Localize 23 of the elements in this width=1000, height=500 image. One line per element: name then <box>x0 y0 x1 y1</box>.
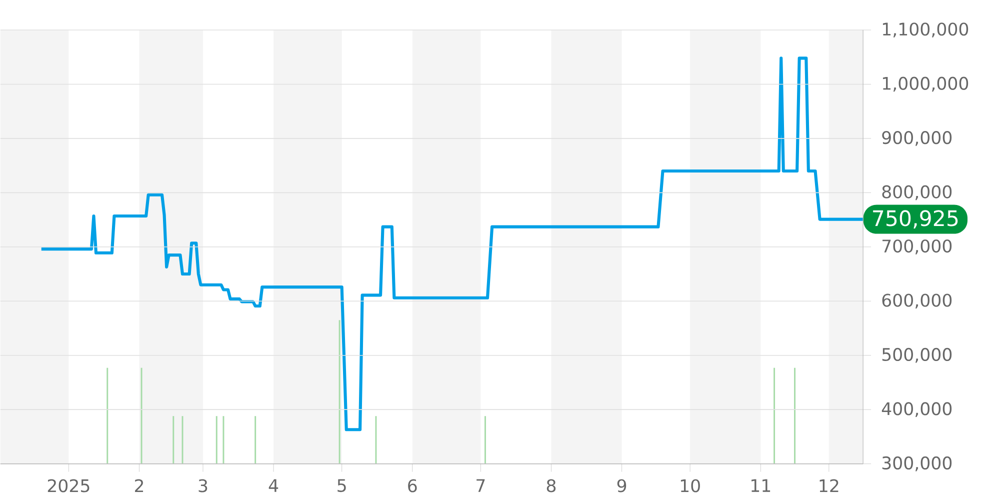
x-tick-label: 7 <box>476 479 485 492</box>
x-tick-label: 10 <box>680 479 700 492</box>
y-tick-label: 400,000 <box>882 402 952 418</box>
x-tick-label: 12 <box>820 479 838 492</box>
x-tick-label: 4 <box>268 479 278 492</box>
x-tick-label: 5 <box>338 479 346 492</box>
x-tick-label: 11 <box>752 479 770 492</box>
y-tick-label: 300,000 <box>882 456 952 472</box>
x-tick-label: 3 <box>198 479 208 492</box>
x-tick-label: 8 <box>546 479 556 492</box>
y-tick-label: 1,100,000 <box>882 22 968 38</box>
x-tick-label: 2025 <box>48 479 90 492</box>
line-series <box>40 56 865 432</box>
x-tick-label: 9 <box>617 479 626 492</box>
y-tick-label: 1,000,000 <box>882 76 968 92</box>
x-tick-label: 2 <box>135 479 144 492</box>
y-tick-label: 500,000 <box>882 348 952 363</box>
data-label: 750,925 <box>873 210 958 229</box>
y-tick-label: 600,000 <box>882 294 952 309</box>
y-tick-label: 900,000 <box>882 131 952 146</box>
y-tick-label: 700,000 <box>882 240 952 254</box>
x-tick-label: 6 <box>408 479 417 492</box>
y-tick-label: 800,000 <box>882 185 952 200</box>
